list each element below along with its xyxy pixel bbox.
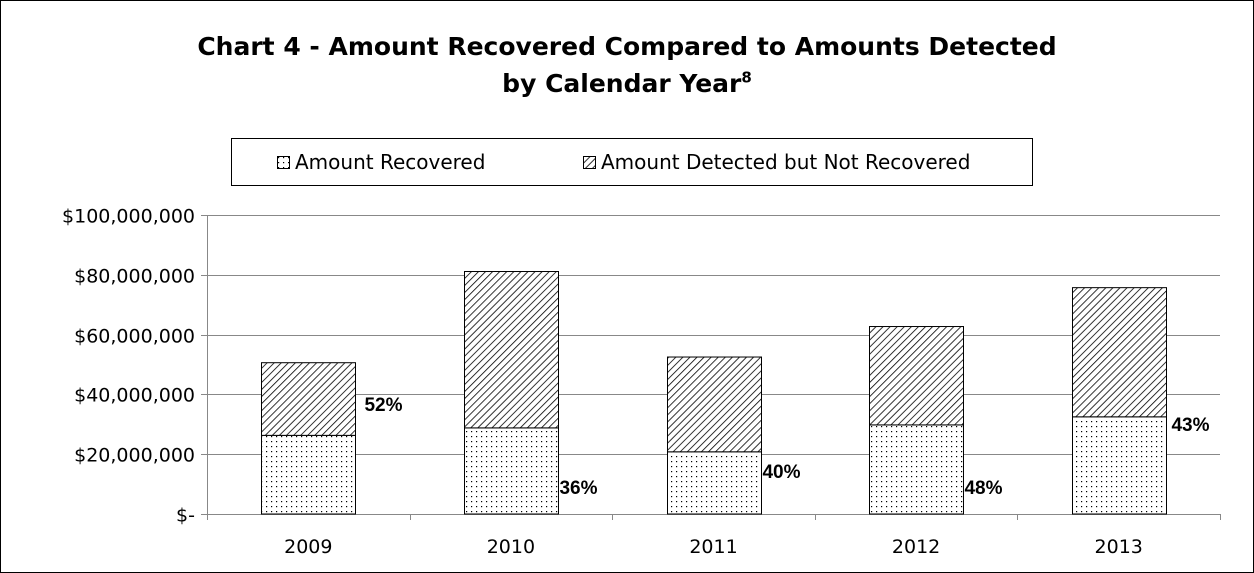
- bar-not-recovered: [1072, 287, 1167, 418]
- legend-swatch-dots: [277, 155, 290, 169]
- chart-title-line2: by Calendar Year8: [0, 65, 1254, 102]
- bar-not-recovered: [869, 326, 964, 426]
- labels: $- $20,000,000 $40,000,000 $60,000,000 $80,0…: [62, 206, 1210, 559]
- percent-label: 48%: [964, 478, 1002, 499]
- x-tick-label: 2010: [487, 536, 535, 558]
- legend: Amount Recovered Amount Detected but Not…: [231, 138, 1033, 186]
- bar-recovered: [869, 424, 964, 515]
- x-tick-label: 2011: [689, 536, 737, 558]
- y-tick-label: $40,000,000: [74, 385, 195, 407]
- percent-label: 40%: [762, 462, 800, 483]
- legend-label-recovered: Amount Recovered: [295, 150, 486, 174]
- y-tick-label: $100,000,000: [62, 206, 195, 228]
- chart-title: Chart 4 - Amount Recovered Compared to A…: [0, 28, 1254, 102]
- y-tick-label: $80,000,000: [74, 266, 195, 288]
- percent-label: 36%: [559, 478, 597, 499]
- legend-item-recovered: Amount Recovered: [277, 139, 485, 185]
- percent-label: 43%: [1171, 415, 1209, 436]
- x-tick-label: 2013: [1095, 536, 1143, 558]
- bar-not-recovered: [464, 271, 559, 429]
- bar-recovered: [261, 434, 356, 515]
- y-tick-label: $60,000,000: [74, 326, 195, 348]
- bar-not-recovered: [667, 356, 762, 453]
- x-tick-label: 2012: [892, 536, 940, 558]
- x-tick-label: 2009: [284, 536, 332, 558]
- bar-recovered: [1072, 416, 1167, 515]
- y-tick-label: $20,000,000: [74, 445, 195, 467]
- percent-label: 52%: [364, 395, 402, 416]
- bar-recovered: [464, 427, 559, 515]
- legend-item-not-recovered: Amount Detected but Not Recovered: [583, 139, 970, 185]
- legend-label-not-recovered: Amount Detected but Not Recovered: [601, 150, 971, 174]
- chart-title-footnote: 8: [741, 68, 752, 87]
- legend-swatch-hatch: [583, 155, 596, 169]
- bar-recovered: [667, 451, 762, 515]
- chart-title-line2-text: by Calendar Year: [502, 69, 742, 98]
- chart-title-line1: Chart 4 - Amount Recovered Compared to A…: [197, 32, 1057, 61]
- bar-not-recovered: [261, 362, 356, 436]
- y-tick-label: $-: [176, 505, 195, 527]
- bars: [261, 271, 1167, 515]
